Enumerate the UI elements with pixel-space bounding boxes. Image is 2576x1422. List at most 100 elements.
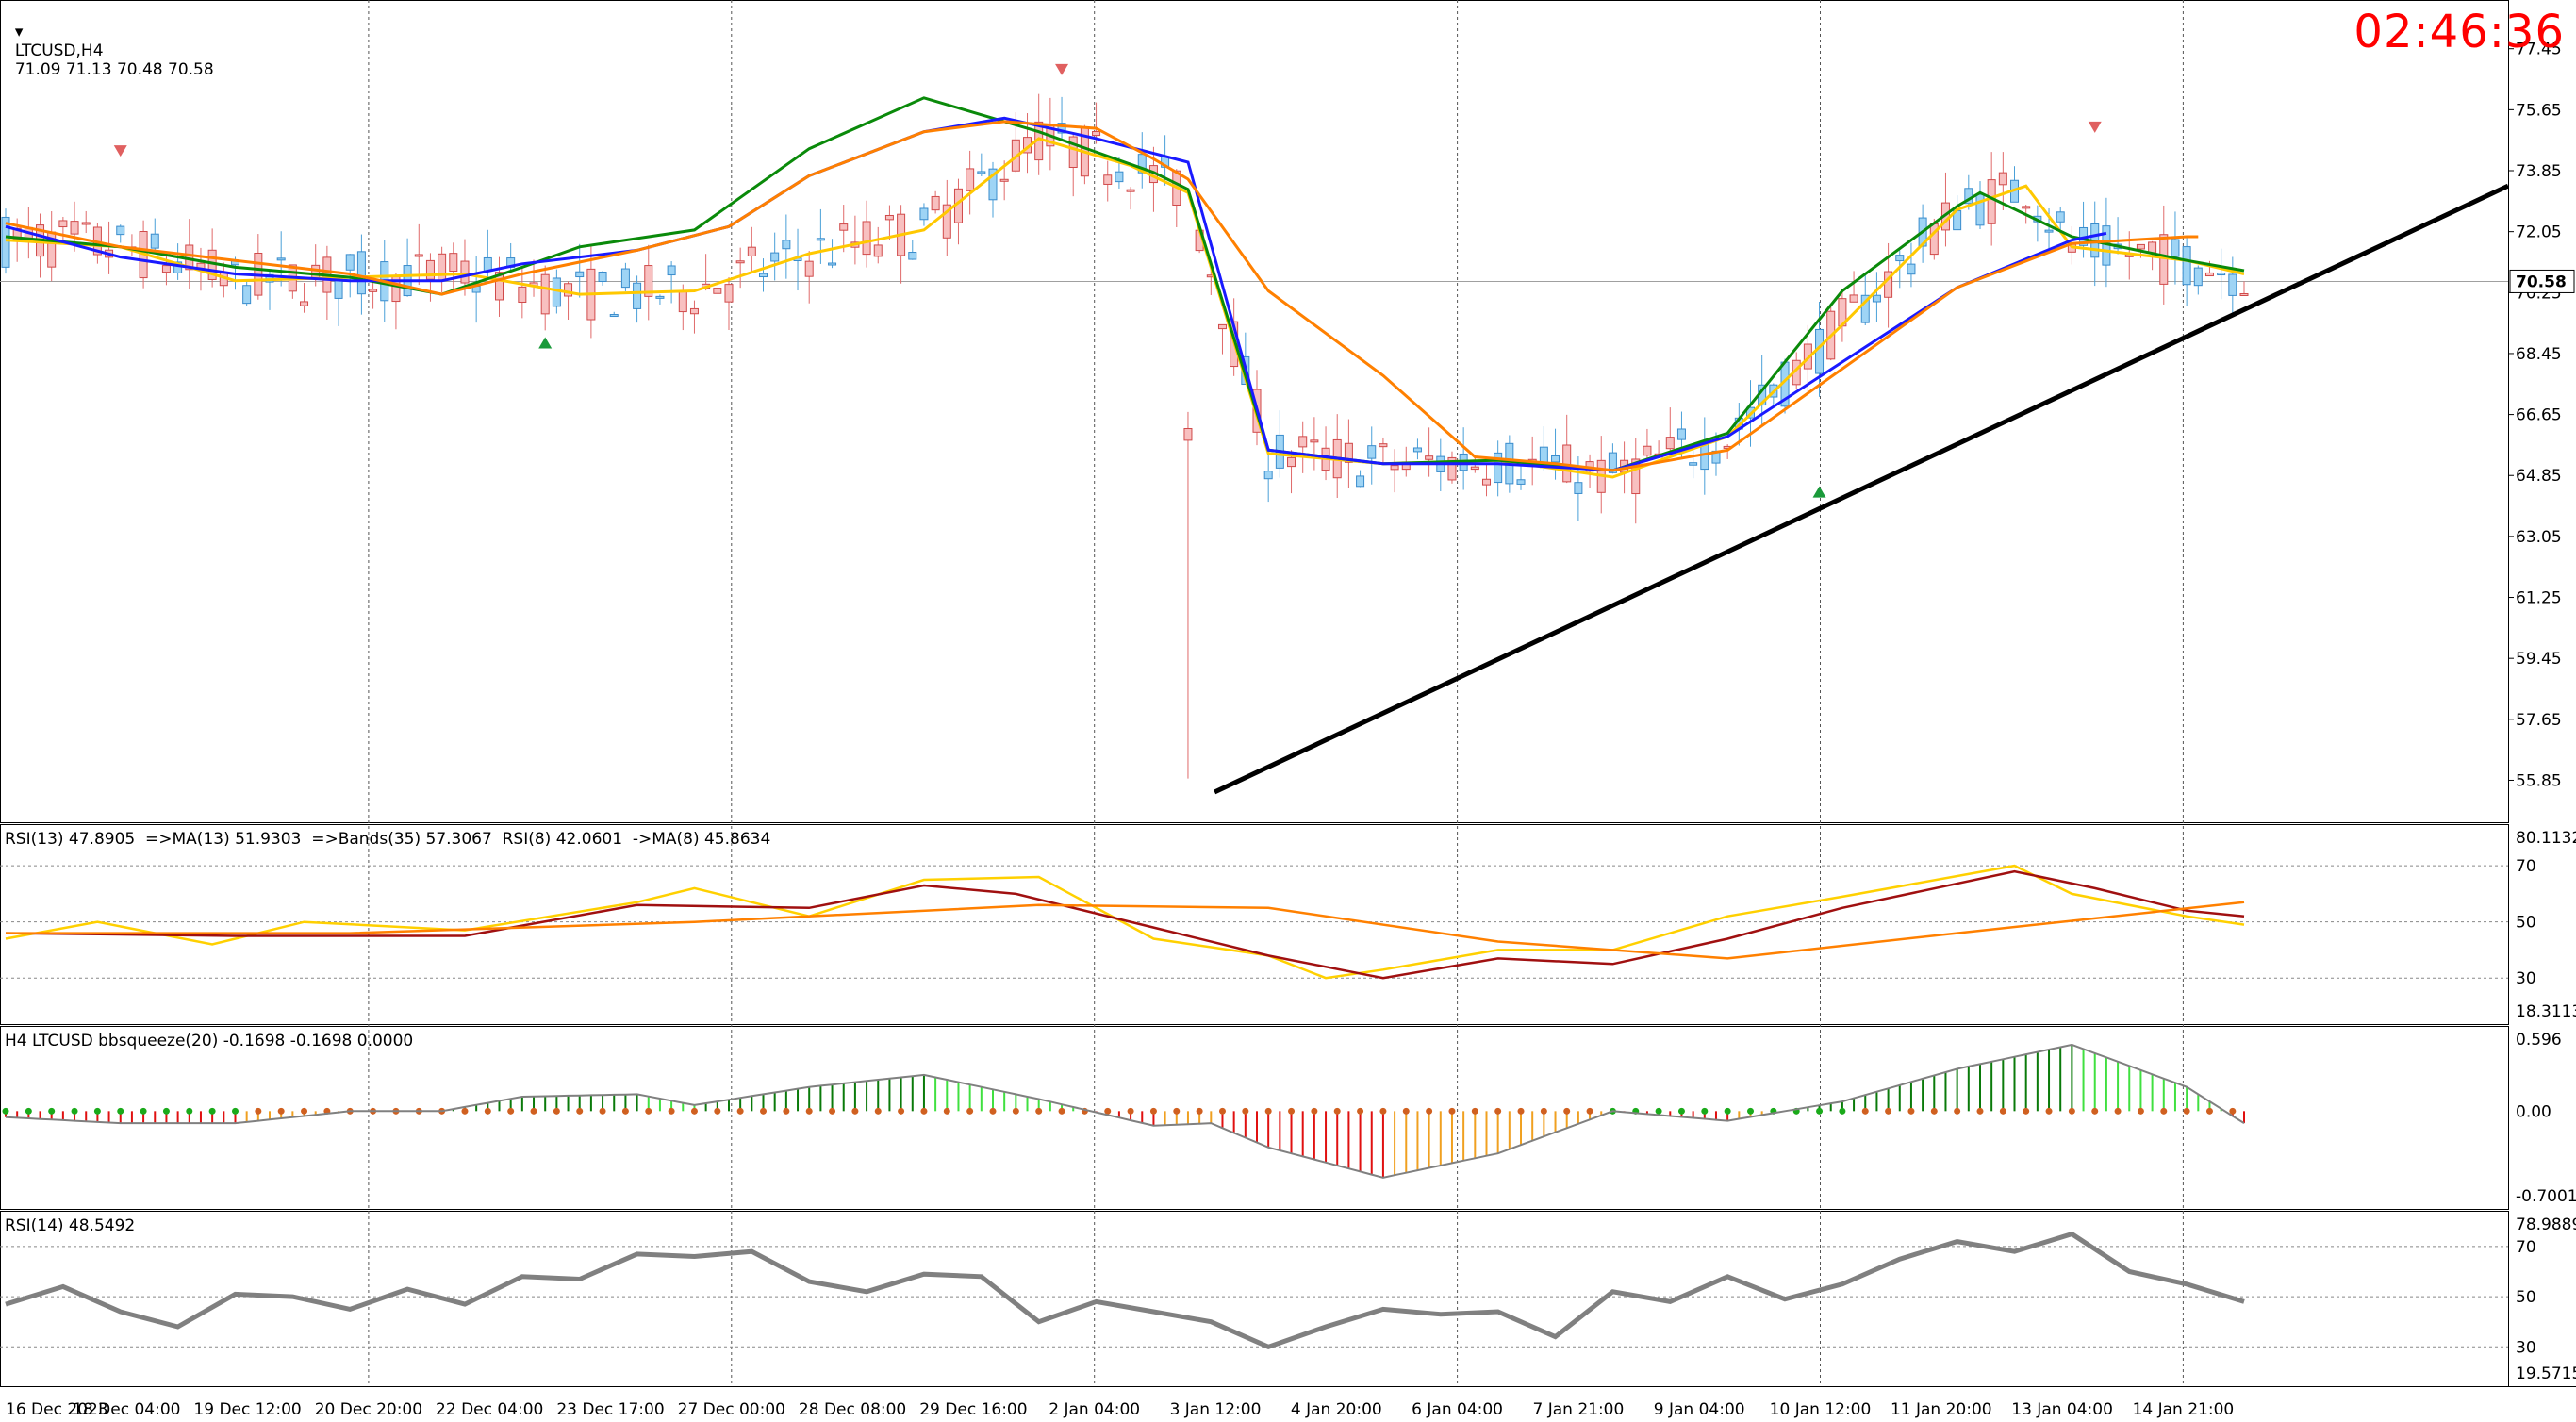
candle (345, 254, 355, 298)
candle (804, 251, 814, 304)
squeeze-dot (277, 1107, 285, 1115)
osc-y-tick-label: 30 (2516, 1338, 2536, 1357)
candle-body (1367, 445, 1377, 459)
candle-body (1574, 482, 1583, 494)
x-tick-label: 3 Jan 12:00 (1170, 1400, 1262, 1419)
fractal-down-arrow (113, 145, 127, 157)
candle (897, 205, 906, 284)
candle-body (1425, 455, 1434, 460)
candle-body (919, 207, 929, 221)
candle-body (839, 223, 849, 231)
candle-body (1092, 131, 1101, 137)
squeeze-dot (1242, 1107, 1249, 1115)
squeeze-dot (1173, 1107, 1181, 1115)
squeeze-dot (2045, 1107, 2053, 1115)
candle-body (862, 221, 871, 256)
candle-body (713, 288, 722, 294)
oscillator-line (5, 869, 2245, 980)
candle (369, 283, 378, 309)
candle-body (782, 240, 791, 250)
candle-body (966, 168, 975, 191)
y-tick-label: 64.85 (2516, 467, 2562, 486)
countdown-timer: 02:46:36 (2353, 6, 2565, 58)
squeeze-dot (2, 1107, 9, 1115)
candle (816, 208, 825, 264)
squeeze-dot (2229, 1107, 2237, 1115)
candle-body (1470, 466, 1479, 471)
candle (1631, 438, 1641, 524)
candle (1689, 449, 1698, 479)
candle-body (2022, 206, 2031, 209)
candle (1412, 438, 1422, 460)
candle (1665, 407, 1675, 458)
dropdown-icon[interactable]: ▾ (14, 23, 24, 41)
candle (667, 261, 676, 304)
squeeze-dot (783, 1107, 790, 1115)
candle-body (999, 178, 1009, 182)
squeeze-dot (2183, 1107, 2190, 1115)
squeeze-dot (1288, 1107, 1296, 1115)
panel-frame-sq (0, 1026, 2509, 1210)
squeeze-dot (2137, 1107, 2144, 1115)
candle (1907, 242, 1916, 288)
candle (873, 226, 883, 264)
candle-body (1298, 436, 1308, 448)
candle (862, 200, 871, 268)
candle (2182, 235, 2191, 306)
candle (655, 294, 665, 305)
candle-body (598, 271, 607, 283)
candle (1838, 289, 1847, 342)
x-tick-label: 20 Dec 20:00 (315, 1400, 422, 1419)
squeeze-dot (1677, 1107, 1685, 1115)
candle-body (1551, 455, 1560, 463)
candle-body (609, 314, 619, 318)
squeeze-dot (576, 1107, 584, 1115)
candle (770, 232, 780, 281)
osc-y-tick-label: 50 (2516, 1288, 2536, 1307)
y-tick-label: 68.45 (2516, 345, 2562, 364)
candle-body (816, 238, 825, 241)
x-tick-label: 10 Jan 12:00 (1770, 1400, 1872, 1419)
candle (36, 213, 45, 278)
candle-body (2204, 272, 2214, 277)
candle-body (345, 254, 355, 271)
candle (839, 205, 849, 253)
candle-body (518, 286, 527, 304)
candle-body (1068, 136, 1078, 169)
oscillator-line (6, 901, 2245, 960)
x-tick-label: 18 Dec 04:00 (73, 1400, 180, 1419)
squeeze-dot (162, 1107, 170, 1115)
squeeze-dot (507, 1107, 515, 1115)
candle-body (369, 289, 378, 292)
candle-body (1344, 442, 1353, 463)
candle-body (1689, 462, 1698, 466)
squeeze-dot (2091, 1107, 2099, 1115)
candle-body (633, 282, 642, 309)
squeeze-dot (1264, 1107, 1272, 1115)
candle (759, 258, 768, 292)
candle-body (1103, 174, 1113, 185)
squeeze-dot (920, 1107, 928, 1115)
candle-body (564, 283, 573, 297)
candle-body (70, 221, 79, 235)
symbol-label: ▾ LTCUSD,H4 71.09 71.13 70.48 70.58 (5, 4, 214, 79)
squeeze-dot (599, 1107, 606, 1115)
candle-body (678, 289, 687, 313)
candle-body (1895, 255, 1905, 262)
squeeze-dot (1517, 1107, 1525, 1115)
candle (942, 179, 951, 256)
candle-body (667, 265, 676, 276)
squeeze-dot (301, 1107, 308, 1115)
squeeze-dot (1127, 1107, 1134, 1115)
candle (850, 215, 860, 265)
candle (713, 288, 722, 294)
fractal-up-arrow (538, 337, 553, 349)
last-price-label: 70.58 (2516, 273, 2567, 291)
candle (1172, 169, 1181, 227)
candle (1940, 172, 1950, 247)
squeeze-dot (736, 1107, 744, 1115)
candle-body (1494, 452, 1503, 484)
squeeze-dot (255, 1107, 262, 1115)
oscillator-line (5, 1231, 2245, 1349)
candle (1516, 466, 1526, 490)
